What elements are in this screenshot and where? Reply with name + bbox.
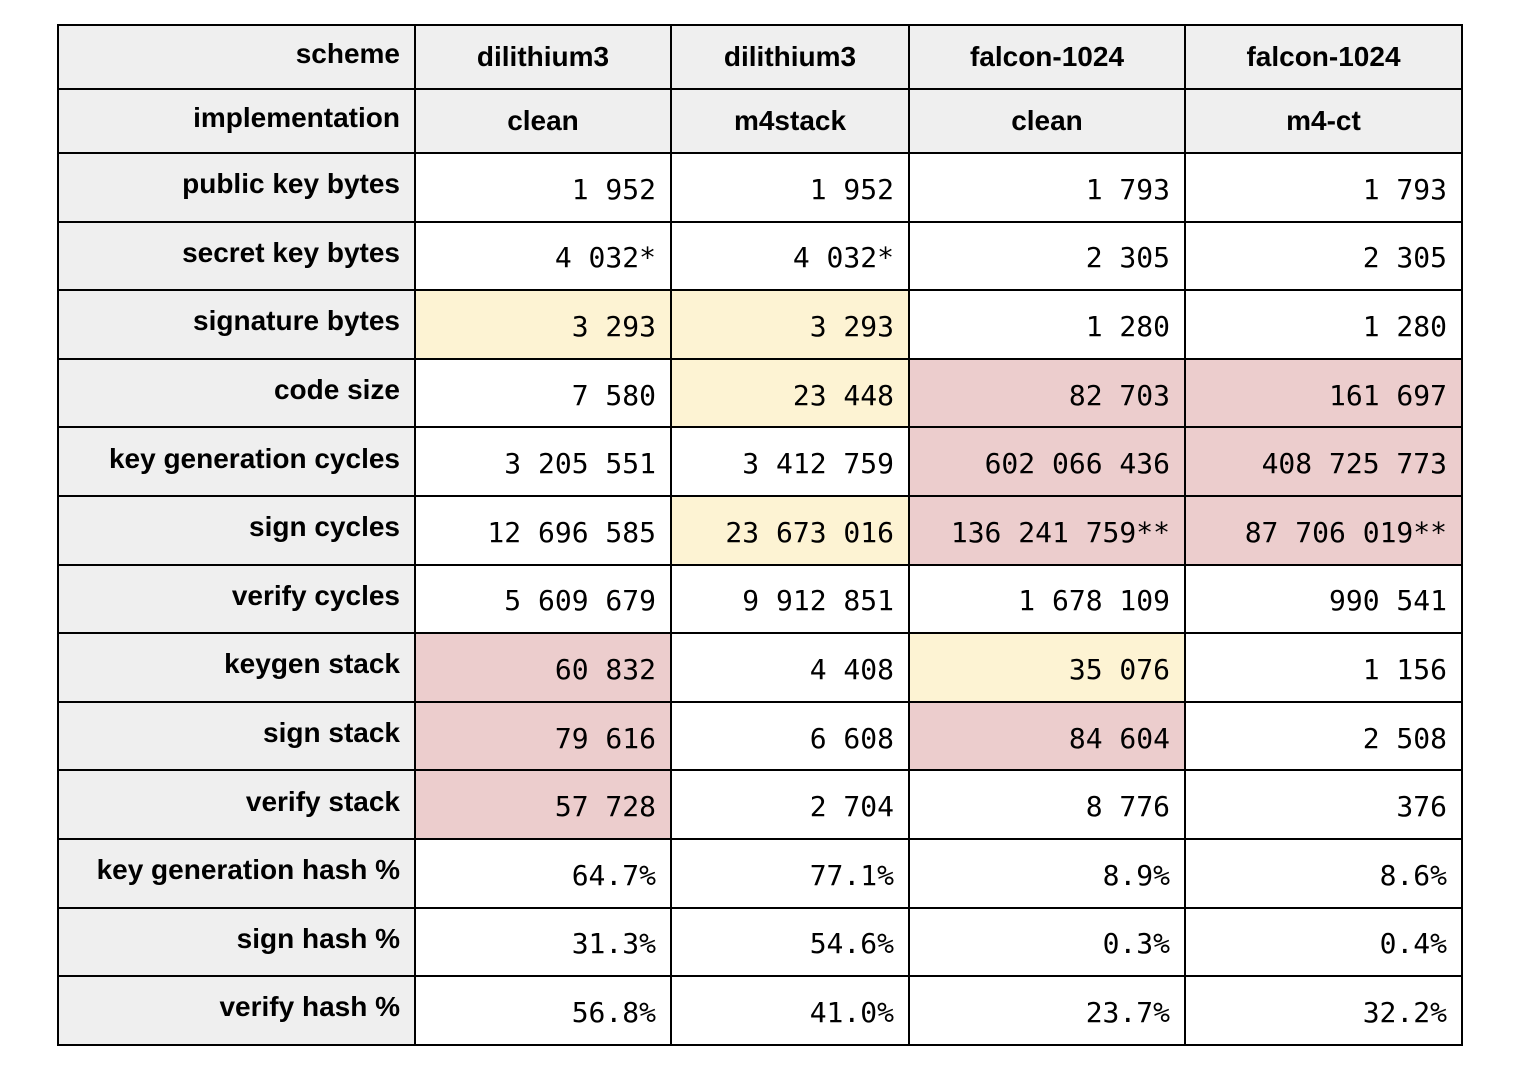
table-cell: 32.2% <box>1184 975 1463 1046</box>
comparison-table: scheme dilithium3 dilithium3 falcon-1024 fal… <box>57 24 1463 1046</box>
table-cell: 12 696 585 <box>414 494 672 566</box>
table-cell: 0.4% <box>1184 906 1463 978</box>
column-header: clean <box>908 88 1186 154</box>
row-label: sign cycles <box>57 494 416 566</box>
comparison-table-container: scheme dilithium3 dilithium3 falcon-1024 fal… <box>57 24 1463 1046</box>
table-cell: 8 776 <box>908 769 1186 840</box>
table-cell: 1 952 <box>414 152 672 223</box>
table-cell: 1 280 <box>1184 289 1463 360</box>
table-cell: 79 616 <box>414 700 672 772</box>
table-cell: 82 703 <box>908 357 1186 429</box>
row-label: code size <box>57 357 416 429</box>
table-cell: 1 156 <box>1184 632 1463 703</box>
table-cell: 3 293 <box>414 289 672 360</box>
table-cell: 60 832 <box>414 632 672 703</box>
row-label: key generation cycles <box>57 426 416 497</box>
table-row: keygen stack 60 832 4 408 35 076 1 156 <box>57 632 1463 703</box>
table-cell: 64.7% <box>414 837 672 909</box>
table-cell: 602 066 436 <box>908 426 1186 497</box>
row-label: public key bytes <box>57 152 416 223</box>
table-cell: 1 952 <box>670 152 910 223</box>
table-row: key generation cycles 3 205 551 3 412 759 6… <box>57 426 1463 497</box>
table-cell: 161 697 <box>1184 357 1463 429</box>
column-header: falcon-1024 <box>1184 24 1463 90</box>
table-cell: 1 793 <box>908 152 1186 223</box>
table-row: verify stack 57 728 2 704 8 776 376 <box>57 769 1463 840</box>
header-row: scheme dilithium3 dilithium3 falcon-1024 fal… <box>57 24 1463 90</box>
row-label: keygen stack <box>57 632 416 703</box>
column-header: clean <box>414 88 672 154</box>
table-cell: 1 678 109 <box>908 563 1186 635</box>
table-cell: 23 448 <box>670 357 910 429</box>
table-cell: 57 728 <box>414 769 672 840</box>
table-cell: 35 076 <box>908 632 1186 703</box>
table-cell: 408 725 773 <box>1184 426 1463 497</box>
row-label: verify stack <box>57 769 416 840</box>
table-cell: 1 280 <box>908 289 1186 360</box>
table-cell: 31.3% <box>414 906 672 978</box>
column-header: falcon-1024 <box>908 24 1186 90</box>
row-label: signature bytes <box>57 289 416 360</box>
table-cell: 4 032* <box>414 220 672 292</box>
table-cell: 2 305 <box>908 220 1186 292</box>
table-cell: 3 412 759 <box>670 426 910 497</box>
column-header: dilithium3 <box>414 24 672 90</box>
column-header: m4stack <box>670 88 910 154</box>
table-cell: 4 408 <box>670 632 910 703</box>
table-cell: 3 293 <box>670 289 910 360</box>
column-header: dilithium3 <box>670 24 910 90</box>
table-row: sign cycles 12 696 585 23 673 016 136 241 7… <box>57 494 1463 566</box>
header-row-label: implementation <box>57 88 416 154</box>
table-body: scheme dilithium3 dilithium3 falcon-1024 fal… <box>57 24 1463 1046</box>
table-row: verify hash % 56.8% 41.0% 23.7% 32.2% <box>57 975 1463 1046</box>
row-label: sign hash % <box>57 906 416 978</box>
table-cell: 2 704 <box>670 769 910 840</box>
table-row: verify cycles 5 609 679 9 912 851 1 678 109… <box>57 563 1463 635</box>
table-row: code size 7 580 23 448 82 703 161 697 <box>57 357 1463 429</box>
table-cell: 6 608 <box>670 700 910 772</box>
table-cell: 41.0% <box>670 975 910 1046</box>
table-cell: 84 604 <box>908 700 1186 772</box>
table-cell: 7 580 <box>414 357 672 429</box>
table-cell: 0.3% <box>908 906 1186 978</box>
table-cell: 54.6% <box>670 906 910 978</box>
table-row: key generation hash % 64.7% 77.1% 8.9% 8.6% <box>57 837 1463 909</box>
table-cell: 136 241 759** <box>908 494 1186 566</box>
row-label: verify hash % <box>57 975 416 1046</box>
table-cell: 23 673 016 <box>670 494 910 566</box>
table-cell: 5 609 679 <box>414 563 672 635</box>
table-cell: 56.8% <box>414 975 672 1046</box>
table-row: secret key bytes 4 032* 4 032* 2 305 2 305 <box>57 220 1463 292</box>
table-cell: 8.6% <box>1184 837 1463 909</box>
table-row: public key bytes 1 952 1 952 1 793 1 793 <box>57 152 1463 223</box>
table-cell: 8.9% <box>908 837 1186 909</box>
table-cell: 2 305 <box>1184 220 1463 292</box>
table-cell: 990 541 <box>1184 563 1463 635</box>
table-cell: 1 793 <box>1184 152 1463 223</box>
table-cell: 77.1% <box>670 837 910 909</box>
table-cell: 9 912 851 <box>670 563 910 635</box>
row-label: sign stack <box>57 700 416 772</box>
table-row: sign hash % 31.3% 54.6% 0.3% 0.4% <box>57 906 1463 978</box>
table-cell: 376 <box>1184 769 1463 840</box>
header-row: implementation clean m4stack clean m4-ct <box>57 88 1463 154</box>
row-label: key generation hash % <box>57 837 416 909</box>
row-label: verify cycles <box>57 563 416 635</box>
header-row-label: scheme <box>57 24 416 90</box>
row-label: secret key bytes <box>57 220 416 292</box>
table-cell: 23.7% <box>908 975 1186 1046</box>
table-cell: 3 205 551 <box>414 426 672 497</box>
table-cell: 87 706 019** <box>1184 494 1463 566</box>
column-header: m4-ct <box>1184 88 1463 154</box>
table-cell: 2 508 <box>1184 700 1463 772</box>
table-row: signature bytes 3 293 3 293 1 280 1 280 <box>57 289 1463 360</box>
table-cell: 4 032* <box>670 220 910 292</box>
table-row: sign stack 79 616 6 608 84 604 2 508 <box>57 700 1463 772</box>
